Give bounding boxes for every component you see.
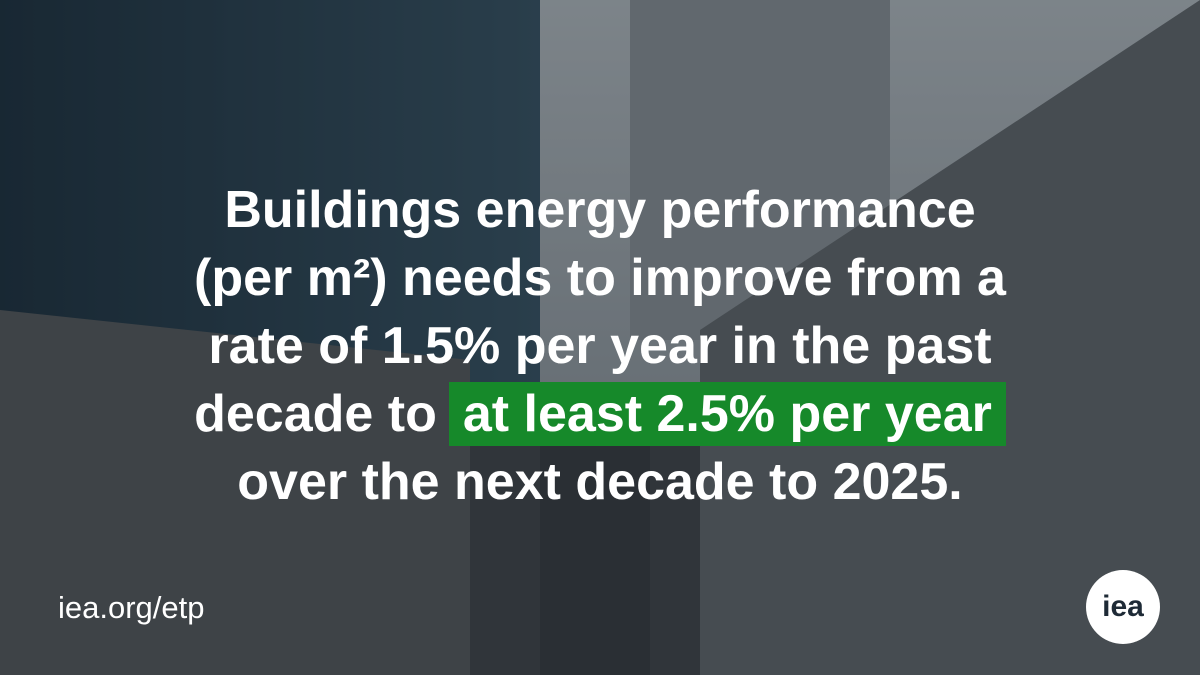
headline-line: Buildings energy performance: [224, 181, 976, 239]
headline-highlight: at least 2.5% per year: [448, 382, 1006, 446]
headline-line: decade to: [194, 385, 437, 443]
logo: iea: [1086, 570, 1160, 644]
headline-line: over the next decade to 2025.: [237, 453, 963, 511]
headline: Buildings energy performance (per m²) ne…: [0, 176, 1200, 516]
headline-line: (per m²) needs to improve from a: [194, 249, 1006, 307]
footer-url: iea.org/etp: [58, 590, 205, 625]
headline-line: rate of 1.5% per year in the past: [208, 317, 992, 375]
headline-row: decade to at least 2.5% per year: [0, 380, 1200, 448]
